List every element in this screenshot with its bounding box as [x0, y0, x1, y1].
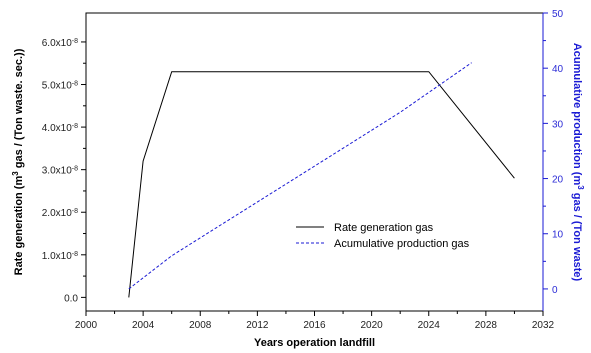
x-axis-title: Years operation landfill: [254, 337, 375, 349]
right-y-title-sup: 3: [577, 185, 586, 190]
series-line-acumulative-production: [128, 62, 472, 290]
left-y-title-part-1: Rate generation (m: [13, 176, 25, 276]
right-y-tick-label: 0: [552, 285, 558, 296]
left-y-tick-label: 3.0x10-8: [42, 165, 78, 177]
left-y-tick-label: 1.0x10-8: [42, 250, 78, 262]
right-y-tick-label: 40: [552, 64, 564, 75]
series-line-rate-generation: [128, 71, 515, 298]
left-y-title-part-2: gas / (Ton waste. sec.)): [13, 48, 25, 171]
left-y-tick-label: 5.0x10-8: [42, 80, 78, 92]
right-y-tick-label: 30: [552, 119, 564, 130]
right-y-axis: 0 10 20 30 40 50: [543, 9, 564, 296]
right-y-axis-title: Acumulative production (m3 gas / (Ton wa…: [571, 43, 586, 282]
left-y-tick-label: 6.0x10-8: [42, 37, 78, 49]
legend: Rate generation gas Acumulative producti…: [296, 222, 470, 250]
left-y-axis-title: Rate generation (m3 gas / (Ton waste. se…: [11, 48, 26, 275]
x-tick-label: 2016: [303, 320, 326, 331]
x-tick-label: 2000: [75, 320, 98, 331]
plot-lines: [128, 62, 515, 298]
right-y-title-part-2: gas / (Ton waste): [571, 190, 583, 282]
x-axis: 2000 2004 2008 2012 2016 2020 2024 2028 2032: [75, 311, 555, 331]
x-tick-label: 2024: [418, 320, 441, 331]
left-y-title-sup: 3: [11, 171, 20, 176]
right-y-tick-label: 10: [552, 230, 564, 241]
right-y-title-part-1: Acumulative production (m: [571, 43, 583, 186]
left-y-tick-label: 2.0x10-8: [42, 208, 78, 220]
plot-frame: [85, 12, 544, 312]
legend-label-rate-generation: Rate generation gas: [334, 222, 434, 234]
x-tick-label: 2032: [532, 320, 555, 331]
x-tick-label: 2012: [246, 320, 269, 331]
left-y-axis: 0.0 1.0x10-8 2.0x10-8 3.0x10-8 4.0x10-8 5.0x1…: [42, 37, 86, 304]
x-tick-label: 2028: [475, 320, 498, 331]
legend-label-acumulative-production: Acumulative production gas: [334, 238, 470, 250]
x-tick-label: 2020: [361, 320, 384, 331]
x-tick-label: 2004: [132, 320, 155, 331]
left-y-tick-label: 0.0: [64, 293, 78, 304]
left-y-tick-label: 4.0x10-8: [42, 123, 78, 135]
x-tick-label: 2008: [189, 320, 212, 331]
right-y-tick-label: 20: [552, 175, 564, 186]
right-y-tick-label: 50: [552, 9, 564, 20]
